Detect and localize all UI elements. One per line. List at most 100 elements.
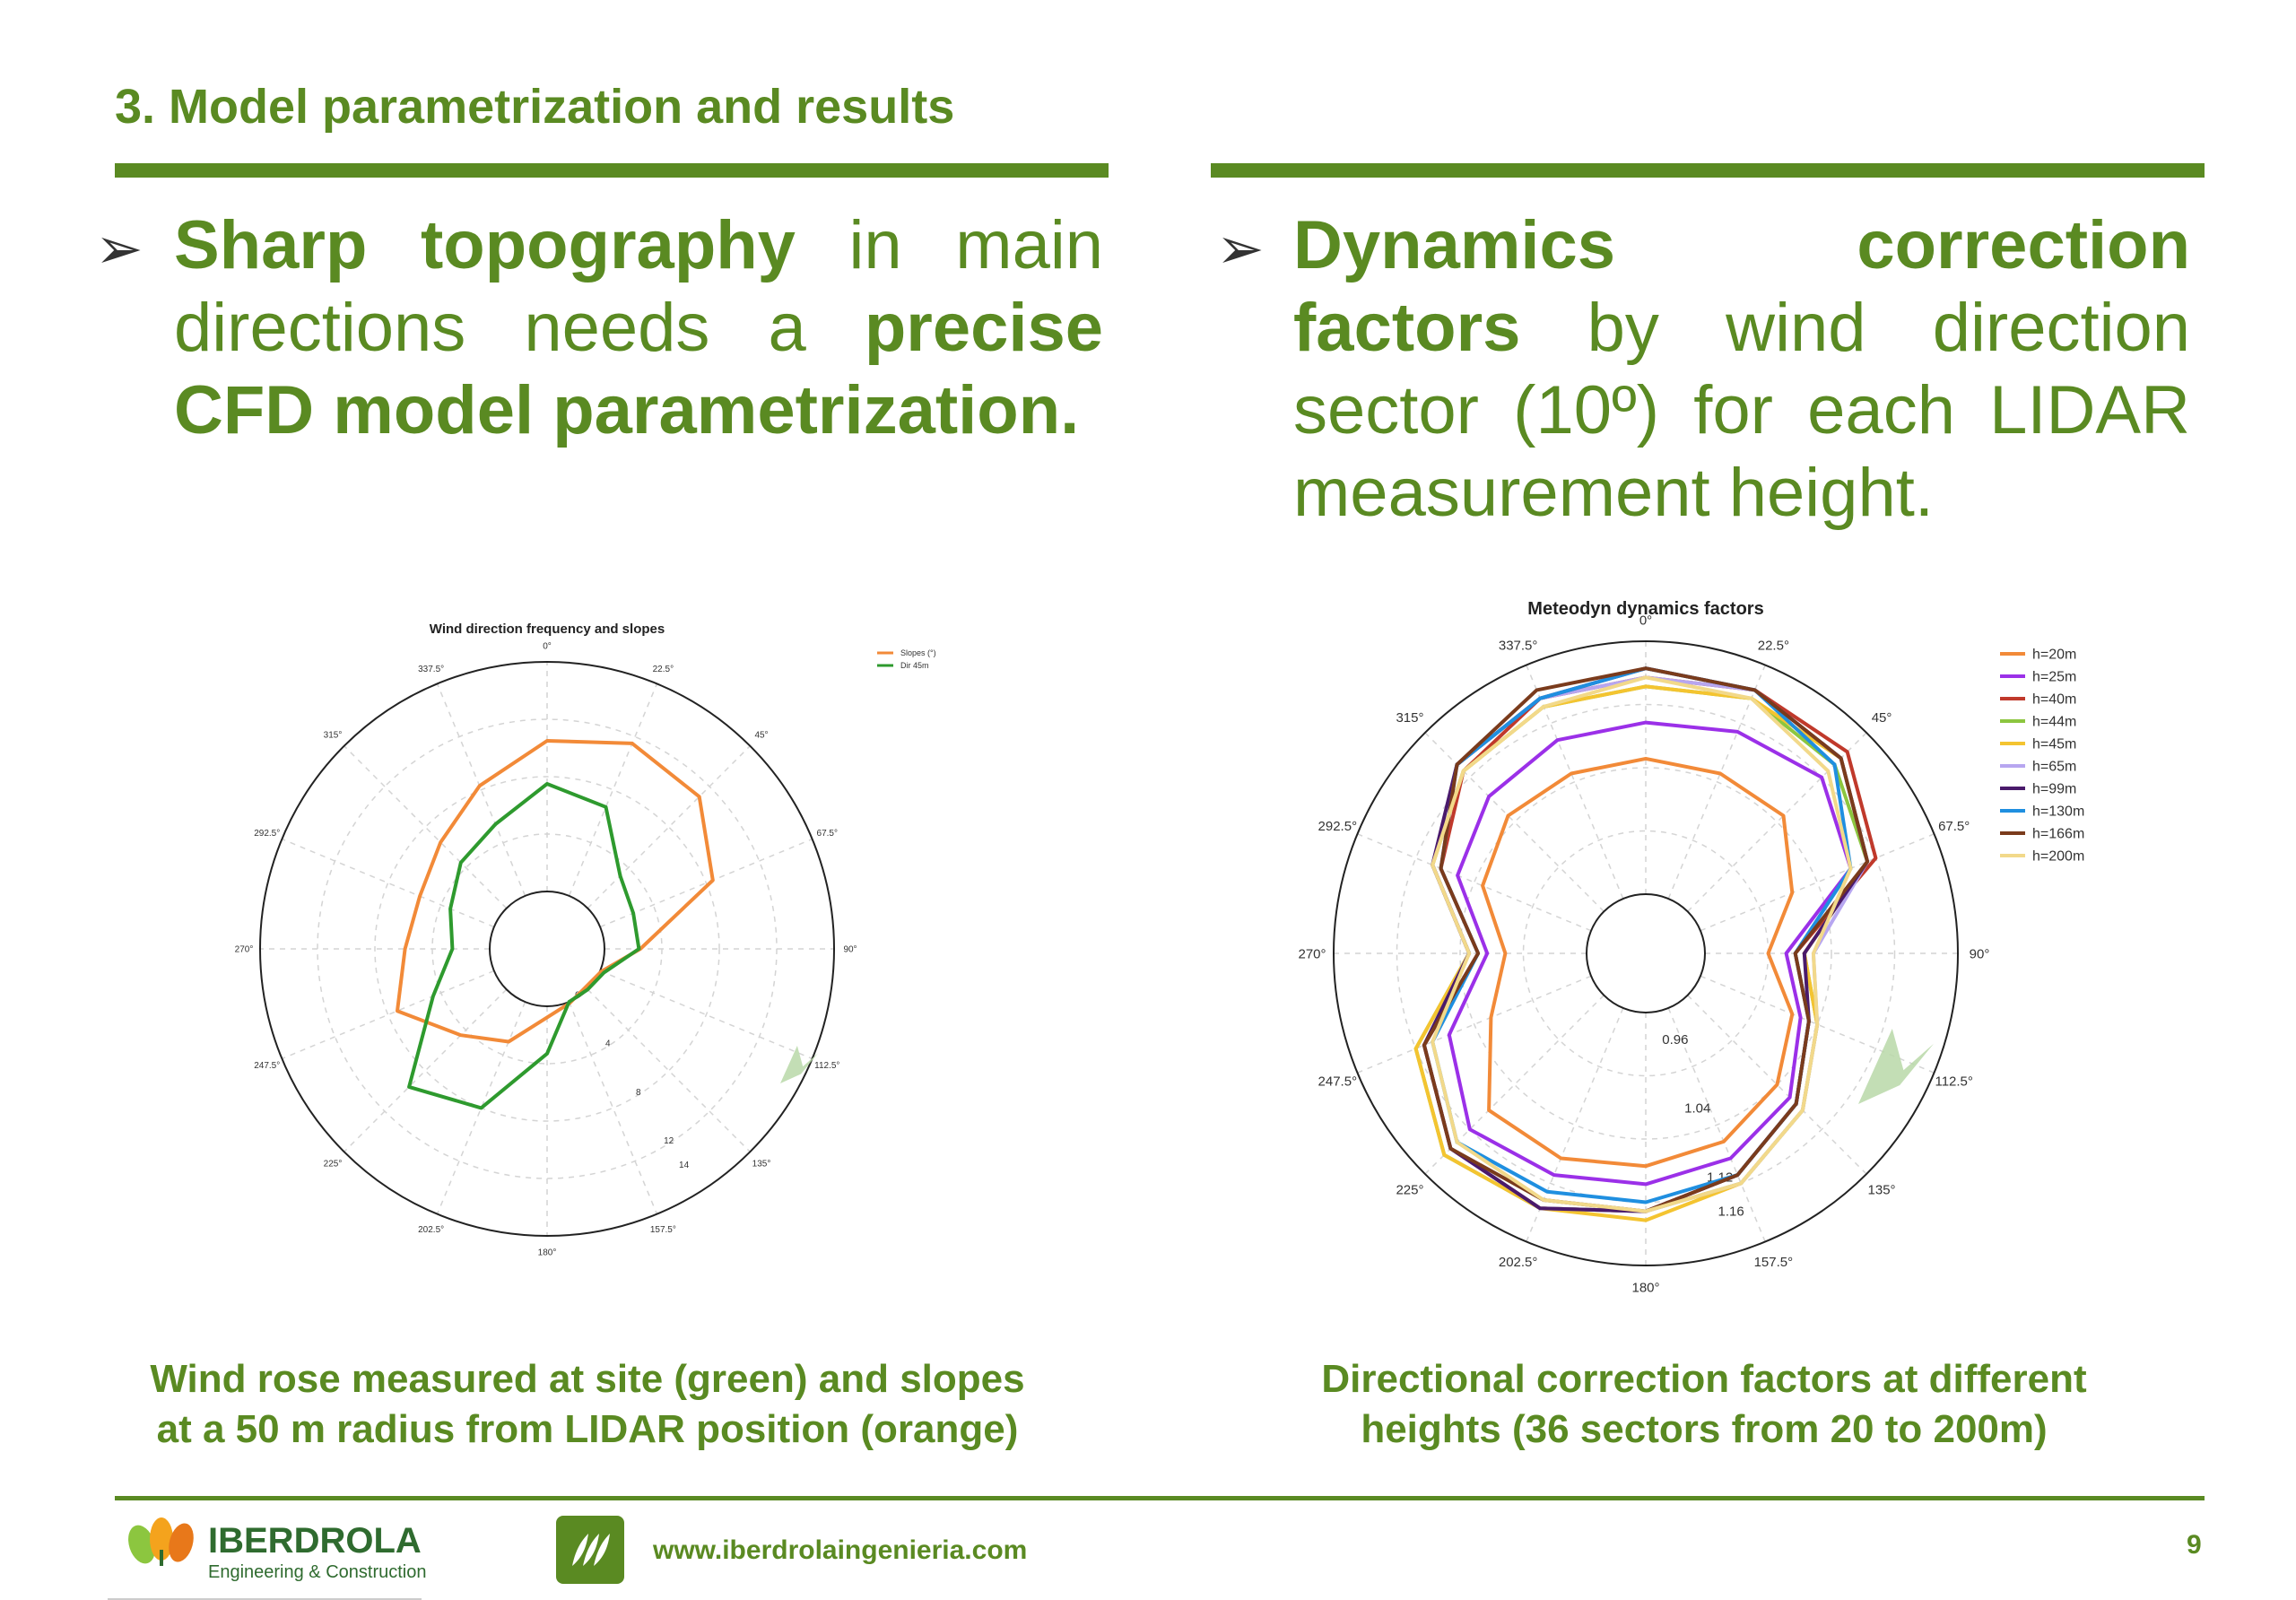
left-bullet-bold-3: CFD model parametrization. bbox=[174, 372, 1080, 448]
direction-label: 0° bbox=[1639, 613, 1652, 628]
direction-label: 22.5° bbox=[653, 665, 674, 674]
direction-label: 247.5° bbox=[254, 1061, 280, 1071]
direction-label: 67.5° bbox=[1938, 819, 1970, 834]
iberdrola-leaves-icon bbox=[128, 1517, 194, 1566]
grid-spoke bbox=[568, 1001, 658, 1214]
legend-label: h=20m bbox=[2032, 648, 2076, 663]
radial-tick-label: 14 bbox=[679, 1161, 690, 1170]
footer-url-link[interactable]: www.iberdrolaingenieria.com bbox=[653, 1535, 1028, 1565]
bullet-arrow-right: ➢ bbox=[1216, 216, 1265, 281]
direction-label: 315° bbox=[1396, 710, 1423, 726]
chart-title: Wind direction frequency and slopes bbox=[430, 622, 665, 637]
radial-tick-label: 1.16 bbox=[1718, 1204, 1744, 1220]
direction-label: 292.5° bbox=[254, 829, 280, 839]
direction-label: 225° bbox=[324, 1160, 343, 1170]
radial-tick-label: 8 bbox=[636, 1088, 641, 1098]
grid-ring bbox=[374, 776, 720, 1122]
series-line bbox=[396, 739, 715, 1044]
left-caption-line-1: Wind rose measured at site (green) and s… bbox=[150, 1357, 1025, 1401]
grid-spoke bbox=[568, 683, 658, 897]
title-rule-right bbox=[1211, 163, 2205, 178]
iberdrola-square-logo-icon[interactable] bbox=[556, 1516, 624, 1584]
legend-label: h=200m bbox=[2032, 849, 2084, 865]
legend-label: h=45m bbox=[2032, 737, 2076, 752]
legend-label: h=44m bbox=[2032, 715, 2076, 730]
legend-label: h=99m bbox=[2032, 782, 2076, 797]
legend-label: h=65m bbox=[2032, 760, 2076, 775]
direction-label: 157.5° bbox=[650, 1225, 676, 1235]
direction-label: 112.5° bbox=[814, 1061, 839, 1071]
outer-circle bbox=[1333, 640, 1959, 1266]
legend-label: h=25m bbox=[2032, 670, 2076, 685]
grid-spoke bbox=[587, 988, 751, 1152]
series-line bbox=[1431, 675, 1853, 1213]
watermark-logo-icon bbox=[1858, 1029, 1934, 1104]
slide-title: 3. Model parametrization and results bbox=[115, 80, 955, 134]
right-bullet-line-4: measurement height. bbox=[1293, 455, 1934, 531]
direction-label: 270° bbox=[1298, 946, 1326, 961]
right-caption-line-1: Directional correction factors at differ… bbox=[1321, 1357, 2087, 1401]
radial-tick-label: 1.04 bbox=[1684, 1101, 1710, 1117]
direction-label: 45° bbox=[1872, 710, 1892, 726]
direction-label: 337.5° bbox=[418, 665, 444, 674]
direction-label: 67.5° bbox=[817, 829, 838, 839]
footer-logo-name: IBERDROLA bbox=[208, 1521, 422, 1561]
direction-label: 180° bbox=[538, 1248, 557, 1258]
legend-label: h=40m bbox=[2032, 692, 2076, 708]
series-line bbox=[1481, 756, 1795, 1169]
wind-rose-chart: Wind direction frequency and slopes 0° 22.… bbox=[235, 622, 936, 1258]
right-caption-line-2: heights (36 sectors from 20 to 200m) bbox=[1361, 1407, 2048, 1451]
left-caption-line-2: at a 50 m radius from LIDAR position (or… bbox=[156, 1407, 1019, 1451]
direction-label: 90° bbox=[1970, 946, 1990, 961]
radial-tick-label: 0.96 bbox=[1662, 1032, 1688, 1048]
radial-tick-label: 4 bbox=[605, 1039, 611, 1049]
bullet-arrow-left: ➢ bbox=[95, 216, 144, 281]
direction-label: 180° bbox=[1631, 1280, 1659, 1295]
direction-label: 270° bbox=[235, 945, 254, 955]
footer-logo-sub: Engineering & Construction bbox=[208, 1562, 427, 1582]
direction-label: 22.5° bbox=[1758, 639, 1789, 654]
direction-label: 112.5° bbox=[1935, 1074, 1972, 1090]
left-bullet-rest-1: in main bbox=[795, 207, 1103, 283]
legend-label: Slopes (°) bbox=[900, 648, 936, 657]
series-line bbox=[1447, 720, 1853, 1187]
grid-spoke bbox=[344, 988, 508, 1152]
grid-spoke bbox=[1700, 833, 1935, 932]
direction-label: 315° bbox=[324, 730, 343, 740]
right-bullet-bold-1: Dynamics correction bbox=[1293, 207, 2190, 283]
watermark-logo-icon bbox=[780, 1046, 818, 1083]
direction-label: 225° bbox=[1396, 1182, 1423, 1197]
direction-label: 247.5° bbox=[1318, 1074, 1358, 1090]
inner-circle bbox=[489, 891, 605, 1007]
right-bullet-line-3: sector (10º) for each LIDAR bbox=[1293, 372, 2190, 448]
direction-label: 0° bbox=[543, 642, 552, 652]
legend-label: Dir 45m bbox=[900, 661, 929, 670]
direction-label: 45° bbox=[754, 730, 768, 740]
grid-ring bbox=[1459, 767, 1832, 1140]
radial-tick-label: 12 bbox=[664, 1136, 674, 1146]
left-bullet-bold-1: Sharp topography bbox=[174, 207, 796, 283]
inner-circle bbox=[1586, 893, 1706, 1013]
grid-spoke bbox=[282, 970, 495, 1060]
direction-label: 337.5° bbox=[1499, 639, 1538, 654]
direction-label: 157.5° bbox=[1754, 1255, 1794, 1270]
left-bullet-text: Sharp topography in main directions need… bbox=[174, 204, 1103, 452]
outer-circle bbox=[259, 661, 835, 1237]
series-line bbox=[407, 782, 641, 1110]
right-bullet-rest-2: by wind direction bbox=[1520, 290, 2190, 366]
left-bullet-rest-2: directions needs a bbox=[174, 290, 865, 366]
right-caption: Directional correction factors at differ… bbox=[1256, 1354, 2152, 1455]
direction-label: 202.5° bbox=[1499, 1255, 1538, 1270]
direction-label: 135° bbox=[752, 1160, 771, 1170]
direction-label: 202.5° bbox=[418, 1225, 444, 1235]
direction-label: 90° bbox=[843, 945, 857, 955]
direction-label: 292.5° bbox=[1318, 819, 1358, 834]
legend-label: h=130m bbox=[2032, 804, 2084, 820]
page-number: 9 bbox=[2187, 1530, 2202, 1560]
chart-title: Meteodyn dynamics factors bbox=[1527, 599, 1763, 619]
left-bullet-bold-2: precise bbox=[864, 290, 1103, 366]
title-rule-left bbox=[115, 163, 1109, 178]
left-caption: Wind rose measured at site (green) and s… bbox=[126, 1354, 1049, 1455]
direction-label: 135° bbox=[1868, 1182, 1896, 1197]
